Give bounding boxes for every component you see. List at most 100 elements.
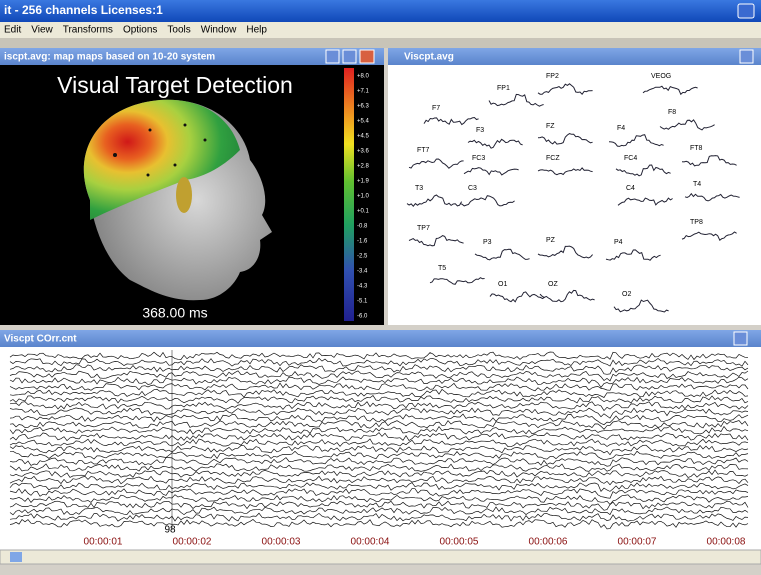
- erp-trace: [406, 194, 463, 207]
- eeg-trace: [9, 401, 749, 412]
- scale-label: -6.0: [357, 314, 368, 320]
- eeg-trace: [9, 518, 749, 530]
- erp-trace: [474, 248, 530, 261]
- erp-trace: [463, 167, 519, 176]
- electrode-label: FZ: [546, 123, 555, 130]
- eeg-trace: [9, 475, 749, 486]
- maximize-button[interactable]: [342, 49, 357, 64]
- menu-item[interactable]: Edit: [4, 25, 21, 36]
- scale-label: +1.9: [357, 179, 370, 185]
- window-titlebar: [388, 48, 761, 65]
- scale-label: -2.5: [357, 254, 368, 260]
- electrode-label: F3: [476, 127, 484, 134]
- scale-label: +0.1: [357, 209, 370, 215]
- scroll-thumb[interactable]: [10, 552, 22, 562]
- eeg-trace: [9, 364, 749, 375]
- menu-item[interactable]: Tools: [167, 25, 190, 36]
- eeg-trace: [9, 482, 749, 493]
- erp-trace: [659, 119, 715, 131]
- electrode-label: FT7: [417, 147, 430, 154]
- eeg-trace: [10, 450, 749, 461]
- electrode-label: PZ: [546, 237, 556, 244]
- map-heading: Visual Target Detection: [57, 72, 293, 98]
- scale-label: +7.1: [357, 89, 370, 95]
- electrode-label: T5: [438, 265, 446, 272]
- electrode-label: F7: [432, 105, 440, 112]
- event-marker: 98: [164, 525, 176, 536]
- electrode-label: F8: [668, 109, 676, 116]
- electrode-label: O1: [498, 281, 507, 288]
- erp-trace: [488, 93, 544, 107]
- window-title: Viscpt COrr.cnt: [4, 334, 77, 345]
- minimize-button[interactable]: [325, 49, 340, 64]
- scale-label: -1.6: [357, 239, 368, 245]
- map-time: 368.00 ms: [142, 305, 207, 321]
- electrode-label: FT8: [690, 145, 703, 152]
- electrode-label: P4: [614, 239, 623, 246]
- electrode-label: FC4: [624, 155, 637, 162]
- erp-trace: [489, 291, 545, 303]
- electrode-label: O2: [622, 291, 631, 298]
- window-title: Viscpt.avg: [404, 52, 454, 63]
- erp-trace: [605, 249, 661, 261]
- eeg-trace: [9, 444, 749, 456]
- erp-trace: [408, 158, 464, 169]
- mdi-background: [0, 38, 761, 48]
- scale-label: +3.6: [357, 149, 370, 155]
- eeg-trace: [9, 425, 749, 435]
- minimize-button[interactable]: [737, 3, 755, 19]
- electrode-label: T4: [693, 181, 701, 188]
- erp-trace: [537, 133, 593, 145]
- average-view: [388, 65, 761, 325]
- time-label: 00:00:03: [262, 537, 301, 548]
- app-title: it - 256 channels Licenses:1: [4, 3, 163, 17]
- scale-label: -4.3: [357, 284, 368, 290]
- electrode-label: FCZ: [546, 155, 560, 162]
- menu-item[interactable]: Help: [246, 25, 267, 36]
- scale-label: +6.3: [357, 104, 370, 110]
- erp-trace: [681, 155, 737, 167]
- scale-label: +1.0: [357, 194, 370, 200]
- menu-item[interactable]: Transforms: [63, 25, 113, 36]
- menu-item[interactable]: View: [31, 25, 53, 36]
- time-label: 00:00:05: [440, 537, 479, 548]
- close-button[interactable]: [359, 49, 375, 64]
- erp-trace: [537, 245, 593, 259]
- color-scale: [344, 68, 354, 321]
- eeg-trace: [9, 457, 749, 467]
- eeg-trace: [9, 388, 749, 398]
- time-label: 00:00:02: [173, 537, 212, 548]
- menu-item[interactable]: Window: [201, 25, 237, 36]
- scrollbar[interactable]: [0, 549, 761, 565]
- time-label: 00:00:01: [84, 537, 123, 548]
- scale-label: +2.8: [357, 164, 370, 170]
- erp-trace: [537, 167, 593, 176]
- app-titlebar: [0, 0, 761, 22]
- minimize-button[interactable]: [733, 331, 748, 346]
- electrode-label: C3: [468, 185, 477, 192]
- erp-trace: [539, 289, 595, 303]
- time-label: 00:00:08: [707, 537, 746, 548]
- erp-trace: [617, 197, 673, 206]
- eeg-trace: [9, 407, 749, 419]
- time-label: 00:00:07: [618, 537, 657, 548]
- erp-trace: [681, 231, 737, 241]
- erp-trace: [459, 195, 515, 207]
- electrode-label: VEOG: [651, 73, 671, 80]
- eeg-trace: [9, 351, 749, 361]
- electrode-label: F4: [617, 125, 625, 132]
- eeg-trace: [9, 413, 749, 426]
- head-render: [83, 99, 272, 301]
- menu-item[interactable]: Options: [123, 25, 157, 36]
- electrode-label: TP8: [690, 219, 703, 226]
- scale-label: -3.4: [357, 269, 368, 275]
- erp-trace: [684, 192, 740, 202]
- eeg-trace: [9, 506, 749, 516]
- erp-trace: [615, 164, 671, 177]
- window-title: iscpt.avg: map maps based on 10-20 syste…: [4, 52, 215, 63]
- electrode-label: T3: [415, 185, 423, 192]
- electrode-label: C4: [626, 185, 635, 192]
- minimize-button[interactable]: [739, 49, 754, 64]
- eeg-trace: [9, 438, 749, 448]
